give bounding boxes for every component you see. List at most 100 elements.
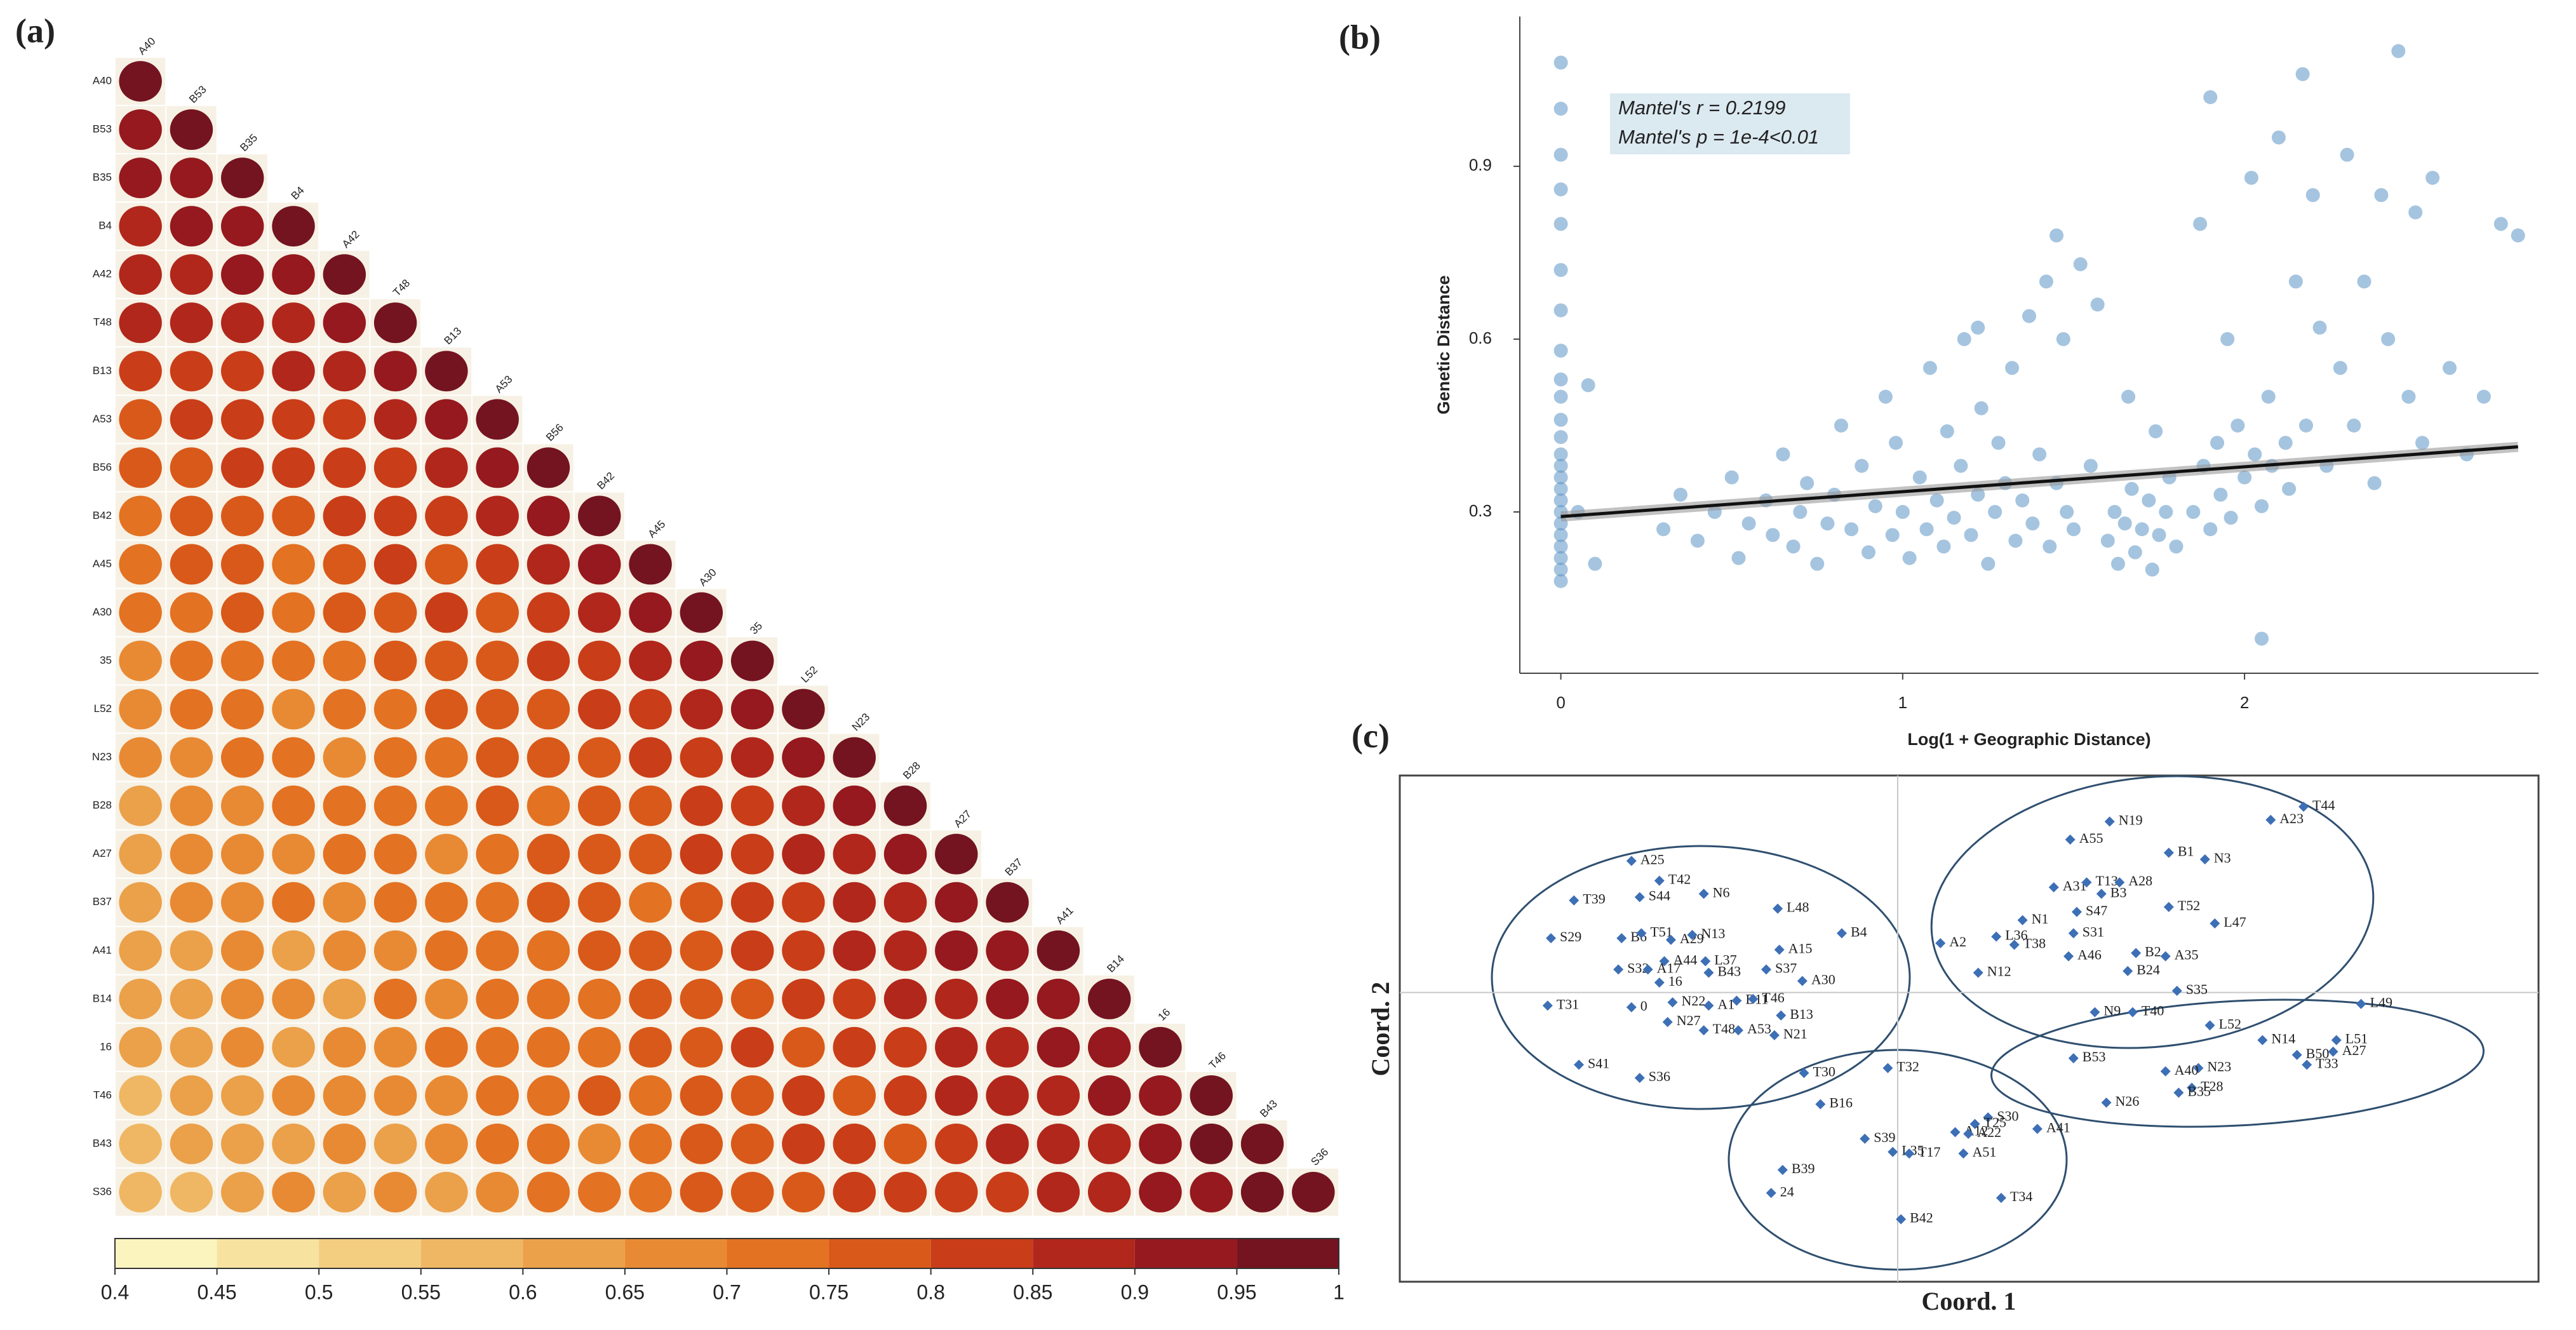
cell — [476, 930, 519, 971]
cell — [323, 399, 366, 440]
cell — [170, 109, 213, 150]
point — [1981, 556, 1996, 571]
point-label: B13 — [1790, 1006, 1813, 1022]
point — [1983, 1112, 1994, 1123]
point — [2066, 522, 2081, 537]
cell — [782, 882, 825, 923]
cell — [986, 978, 1029, 1019]
point-label: L49 — [2370, 995, 2392, 1011]
cell — [272, 399, 315, 440]
cell — [323, 495, 366, 537]
point — [1553, 459, 1568, 473]
column-label: T46 — [1207, 1050, 1228, 1071]
cell — [578, 930, 621, 971]
point — [2056, 332, 2070, 346]
point — [2257, 1035, 2268, 1045]
point — [1769, 1030, 1780, 1040]
point-label: T31 — [1557, 996, 1579, 1012]
cell — [221, 158, 264, 199]
cell — [272, 351, 315, 392]
cell — [119, 447, 162, 488]
point-label: N19 — [2119, 812, 2143, 828]
cell — [221, 495, 264, 537]
cell — [170, 1075, 213, 1116]
point — [2128, 545, 2142, 560]
cell — [323, 592, 366, 633]
column-label: B35 — [238, 131, 260, 154]
point — [1553, 344, 1568, 358]
cell — [425, 785, 468, 826]
point — [2032, 1124, 2043, 1134]
cell — [527, 640, 570, 682]
colorbar-tick-label: 0.6 — [509, 1280, 537, 1303]
point — [2068, 1053, 2079, 1064]
row-label: B53 — [93, 123, 112, 135]
column-label: 35 — [748, 620, 765, 637]
point — [2199, 854, 2210, 864]
cell — [425, 930, 468, 971]
cell — [170, 930, 213, 971]
cell — [935, 978, 978, 1019]
column-label: A45 — [646, 518, 668, 541]
point — [2065, 834, 2076, 845]
point — [2104, 816, 2115, 827]
point-label: A25 — [1640, 852, 1665, 868]
cell — [373, 495, 417, 537]
cell — [272, 1172, 315, 1212]
point — [1776, 1010, 1787, 1021]
point — [2340, 147, 2354, 162]
colorbar-bin — [727, 1239, 829, 1268]
cell — [1087, 1075, 1131, 1116]
point — [2511, 228, 2525, 243]
cell — [578, 689, 621, 730]
cell — [272, 930, 315, 971]
cell — [578, 833, 621, 875]
cell — [373, 1124, 417, 1164]
row-label: T48 — [93, 316, 112, 328]
row-label: B14 — [93, 992, 112, 1004]
cell — [119, 1026, 162, 1068]
point-label: T52 — [2178, 897, 2200, 913]
point — [2068, 928, 2079, 939]
point-label: N26 — [2116, 1093, 2140, 1109]
cell — [1036, 1075, 1080, 1116]
point — [1553, 102, 1568, 116]
cell — [680, 978, 723, 1019]
cell — [578, 882, 621, 923]
cell — [1036, 978, 1080, 1019]
point — [2291, 1049, 2302, 1060]
cell — [578, 978, 621, 1019]
point — [1569, 895, 1580, 906]
cell — [425, 1172, 468, 1212]
point — [2009, 939, 2020, 950]
cell — [170, 399, 213, 440]
cell — [476, 1026, 519, 1068]
point — [2305, 188, 2320, 203]
cell — [578, 544, 621, 585]
cell — [221, 833, 264, 875]
cell — [373, 544, 417, 585]
cell — [323, 689, 366, 730]
point — [2302, 1059, 2312, 1070]
colorbar-tick-label: 0.95 — [1217, 1280, 1256, 1303]
cell — [1036, 1172, 1080, 1212]
cell — [373, 689, 417, 730]
point — [2090, 1007, 2100, 1018]
cell — [373, 785, 417, 826]
point — [1741, 516, 1756, 531]
point — [2333, 361, 2347, 375]
colorbar-tick-label: 0.45 — [197, 1280, 236, 1303]
point — [2415, 436, 2429, 450]
colorbar-tick-label: 0.65 — [605, 1280, 645, 1303]
point — [1553, 493, 1568, 507]
cell — [883, 1124, 927, 1164]
cell — [272, 737, 315, 778]
cell — [883, 930, 927, 971]
point-label: B2 — [2145, 944, 2161, 960]
cell — [323, 978, 366, 1019]
point-label: N21 — [1783, 1026, 1808, 1042]
point — [1815, 1099, 1826, 1110]
cell — [170, 882, 213, 923]
cell — [170, 640, 213, 682]
cell — [425, 882, 468, 923]
